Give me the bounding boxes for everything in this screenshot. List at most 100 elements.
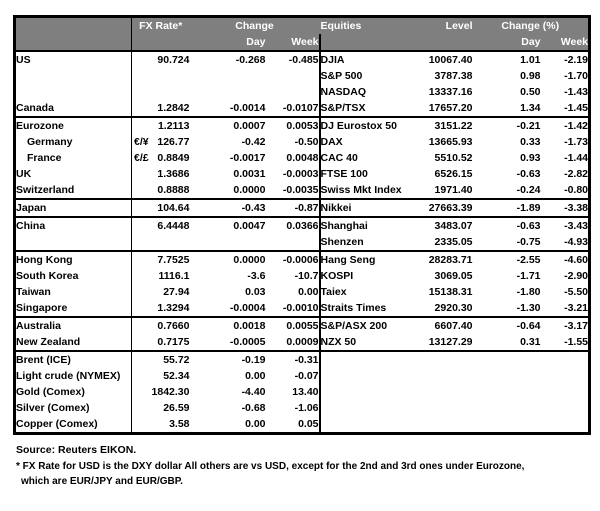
fx-rate-cell	[132, 84, 190, 100]
fx-week-change: 0.0053	[265, 116, 321, 134]
fx-day-change: -0.0014	[229, 102, 266, 114]
fx-week-change: -0.0010	[265, 300, 321, 317]
equity-label	[320, 400, 412, 416]
equity-level: 3151.22	[411, 116, 473, 134]
fx-rate-value: 104.64	[157, 202, 190, 214]
equity-day-change: -1.89	[472, 198, 541, 217]
equity-week-change: -2.90	[564, 270, 589, 282]
fx-day-change	[190, 234, 266, 251]
region-label: Canada	[14, 100, 132, 117]
table-row: Eurozone 1.2113 0.0007 0.0053 DJ Eurostox 50…	[14, 116, 590, 134]
equity-day-change: -0.75	[516, 236, 541, 248]
fx-day-change: 0.0007	[189, 116, 266, 134]
fx-day-change: -0.43	[189, 198, 266, 217]
fx-rate-cell: 3.58	[132, 416, 189, 434]
fx-rate-cell: 90.724	[131, 50, 190, 68]
equity-day-change: -0.63	[516, 168, 541, 180]
fx-week-change: -0.0003	[265, 166, 321, 182]
equity-level: 10067.40	[411, 50, 473, 68]
fx-rate-cell: 0.8888	[132, 182, 189, 199]
fx-day-change: 0.00	[245, 418, 266, 430]
equity-week-change: -2.19	[540, 50, 590, 68]
fx-rate-value: 1.2842	[157, 102, 190, 114]
equity-label	[320, 368, 412, 384]
region-label: Hong Kong	[14, 250, 132, 268]
equity-day-change: -2.55	[472, 250, 541, 268]
fx-rate-value: 7.7525	[157, 254, 190, 266]
table-row: Australia 0.7660 0.0018 0.0055 S&P/ASX 200 66…	[14, 316, 590, 334]
fx-week-change: 0.0055	[265, 316, 321, 334]
region-label: Taiwan	[14, 284, 132, 300]
fx-week-change	[265, 84, 321, 100]
equity-day-change	[473, 384, 541, 400]
fx-day-change: 0.0000	[233, 184, 266, 196]
equity-level: 3069.05	[434, 270, 473, 282]
fx-rate-cell: 6.4448	[131, 216, 190, 234]
equity-label	[320, 416, 412, 434]
equity-day-change: -1.30	[516, 302, 541, 314]
equity-day-change	[473, 368, 541, 384]
table-row: NASDAQ 13337.16 0.50 -1.43	[14, 84, 590, 100]
region-label	[14, 68, 132, 84]
fx-week-change: -0.485	[265, 50, 321, 68]
equity-day-change: -0.63	[472, 216, 541, 234]
equity-label: NASDAQ	[320, 86, 367, 98]
fx-day-change: 0.0018	[189, 316, 266, 334]
equity-label: Swiss Mkt Index	[320, 184, 402, 196]
table-row: New Zealand 0.7175 -0.0005 0.0009 NZX 50 1312…	[14, 334, 590, 351]
fx-week-change	[265, 234, 321, 251]
fx-day-change: -0.0017	[229, 152, 266, 164]
equity-level: 28283.71	[411, 250, 473, 268]
equity-level: 5510.52	[434, 152, 473, 164]
equity-day-change: 0.93	[520, 152, 541, 164]
fx-week-change: -0.0107	[265, 100, 321, 117]
fx-week-change: -10.7	[265, 268, 321, 284]
equity-week-change: -1.45	[564, 102, 589, 114]
table-row: Singapore 1.3294 -0.0004 -0.0010 Straits Tim…	[14, 300, 590, 317]
equity-level: 15138.31	[428, 286, 473, 298]
region-label: France	[14, 150, 132, 166]
fx-footnote-line1: * FX Rate for USD is the DXY dollar All …	[16, 461, 525, 472]
table-row: Germany €/¥ 126.77 -0.42 -0.50 DAX 13665.93 0.3…	[14, 134, 590, 150]
corner-cell	[14, 16, 132, 51]
fx-rate-cell: 0.7175	[132, 334, 189, 351]
equity-label: NZX 50	[320, 336, 357, 348]
fx-rate-cell: 1.3294	[132, 300, 189, 317]
equity-week-change: -4.93	[564, 236, 589, 248]
region-label: Singapore	[14, 300, 132, 317]
equity-level: 3787.38	[434, 70, 473, 82]
equity-day-change: 1.34	[520, 102, 541, 114]
fx-rate-cell: €/¥ 126.77	[132, 134, 190, 150]
fx-rate-cell: 26.59	[132, 400, 189, 416]
equity-week-change: -4.60	[540, 250, 590, 268]
week-header-right: Week	[540, 34, 590, 51]
equity-week-change	[541, 416, 590, 434]
fx-rate-cell: 52.34	[132, 368, 189, 384]
equity-label	[319, 350, 412, 368]
equity-level: 13127.29	[428, 336, 473, 348]
equity-week-change: -1.42	[540, 116, 590, 134]
table-row: Shenzen 2335.05 -0.75 -4.93	[14, 234, 590, 251]
fx-footnote-line2: which are EUR/JPY and EUR/GBP.	[21, 476, 183, 487]
fx-day-change: -3.6	[247, 270, 266, 282]
equity-week-change: -2.82	[564, 168, 589, 180]
equity-level: 1971.40	[434, 184, 473, 196]
equity-label: CAC 40	[320, 152, 358, 164]
equity-week-change: -3.43	[540, 216, 590, 234]
table-header: FX Rate* Change Equities Level Change (%…	[14, 16, 590, 51]
fx-rate-value: 0.7660	[157, 320, 190, 332]
change-pct-header: Change (%)	[472, 16, 590, 34]
fx-rate-cell	[132, 234, 190, 251]
equity-day-change: 0.31	[520, 336, 541, 348]
table-row: Taiwan 27.94 0.03 0.00 Taiex 15138.31 -1.80 -5.…	[14, 284, 590, 300]
fx-day-change: -0.19	[189, 350, 266, 368]
equity-day-change: -0.64	[472, 316, 541, 334]
equity-day-change: -0.21	[472, 116, 541, 134]
equity-week-change: -3.21	[564, 302, 589, 314]
equity-day-change: 0.98	[520, 70, 541, 82]
region-label: Germany	[14, 134, 132, 150]
fx-rate-cell: 7.7525	[131, 250, 190, 268]
equity-week-change: -0.80	[564, 184, 589, 196]
region-label: Silver (Comex)	[14, 400, 132, 416]
table-row: Light crude (NYMEX) 52.34 0.00 -0.07	[14, 368, 590, 384]
